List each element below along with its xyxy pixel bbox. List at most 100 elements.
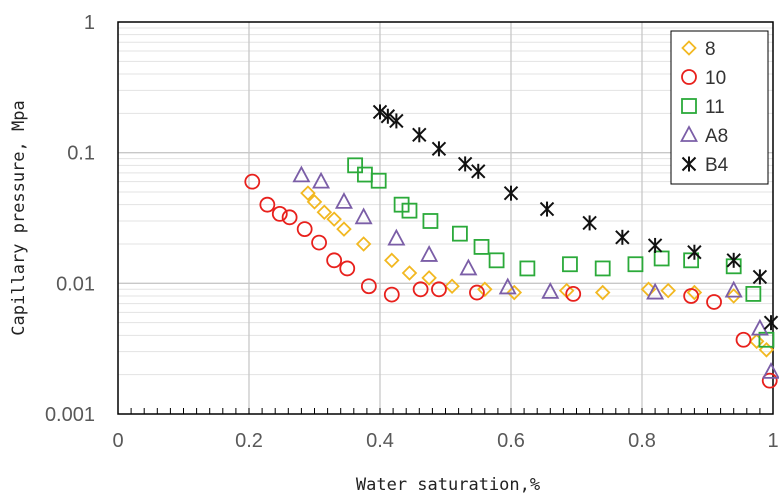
data-point-10: [412, 281, 429, 298]
legend-marker-A8: [679, 125, 699, 142]
data-point-A8: [459, 258, 478, 276]
x-tick-label: 1: [767, 430, 778, 452]
data-point-A8: [387, 228, 406, 246]
x-tick-labels: 0 0.2 0.4 0.6 0.8 1: [112, 430, 778, 452]
legend-marker-11: [681, 98, 697, 114]
legend-marker-10: [681, 69, 697, 85]
series-A8: [292, 165, 779, 379]
data-point-8: [300, 185, 316, 201]
data-point-A8: [312, 171, 331, 189]
data-point-11: [745, 286, 762, 302]
data-point-A8: [541, 281, 560, 299]
data-point-B4: [431, 141, 447, 157]
data-point-B4: [457, 156, 473, 172]
data-point-A8: [646, 282, 665, 300]
x-tick-label: 0.6: [497, 430, 525, 452]
data-point-B4: [615, 229, 630, 245]
data-point-8: [326, 211, 342, 227]
data-point-10: [469, 284, 485, 301]
x-tick-label: 0.4: [366, 430, 394, 452]
data-point-10: [281, 209, 298, 226]
data-point-B4: [647, 237, 663, 253]
data-point-8: [660, 282, 676, 299]
data-point-11: [562, 256, 578, 273]
data-point-B4: [752, 269, 768, 285]
series-11: [347, 157, 775, 348]
data-point-8: [506, 284, 523, 301]
x-axis-title: Water saturation,%: [356, 475, 540, 495]
data-point-A8: [498, 277, 517, 295]
data-point-8: [384, 252, 400, 269]
data-point-B4: [389, 113, 404, 129]
data-point-8: [686, 284, 703, 301]
data-point-11: [422, 213, 439, 229]
data-point-11: [401, 202, 418, 219]
data-point-8: [421, 270, 437, 286]
data-point-B4: [471, 163, 486, 179]
data-point-10: [311, 234, 327, 251]
data-point-10: [735, 331, 752, 348]
major-gridlines: [118, 22, 773, 414]
data-point-B4: [539, 201, 555, 217]
legend-label-B4: B4: [705, 155, 729, 176]
legend-label-8: 8: [705, 39, 716, 60]
data-point-B4: [726, 252, 741, 268]
legend-label-11: 11: [705, 97, 725, 118]
data-point-A8: [292, 165, 311, 183]
series-B4: [372, 104, 779, 331]
data-point-11: [452, 225, 468, 242]
data-point-B4: [503, 185, 519, 201]
legend-marker-B4: [681, 156, 697, 172]
data-point-A8: [420, 245, 439, 262]
data-point-A8: [334, 191, 353, 209]
data-point-B4: [372, 104, 388, 120]
data-point-8: [594, 284, 611, 301]
data-point-8: [444, 278, 460, 295]
data-point-11: [683, 252, 700, 269]
series-layer: [244, 104, 779, 389]
data-point-10: [706, 294, 722, 310]
legend-items: 8 10 11 A8 B4: [679, 39, 729, 176]
data-point-B4: [763, 315, 779, 331]
data-point-A8: [750, 318, 769, 336]
data-point-11: [488, 252, 505, 269]
data-point-B4: [412, 127, 427, 143]
data-point-10: [259, 196, 276, 213]
x-tick-label: 0.8: [628, 430, 656, 452]
legend: 8 10 11 A8 B4: [670, 30, 769, 185]
y-tick-label: 1: [84, 12, 95, 34]
data-point-10: [339, 260, 356, 277]
data-point-10: [683, 288, 700, 304]
data-point-B4: [687, 244, 702, 260]
x-tick-label: 0.2: [235, 430, 263, 452]
data-point-11: [519, 260, 536, 277]
data-point-A8: [724, 280, 743, 298]
legend-box: [670, 30, 769, 185]
data-point-8: [748, 333, 765, 350]
data-point-8: [316, 204, 333, 221]
data-point-B4: [380, 108, 396, 124]
data-point-10: [326, 252, 343, 269]
y-tick-label: 0.1: [67, 143, 95, 165]
legend-label-10: 10: [705, 68, 726, 89]
data-point-8: [401, 265, 418, 281]
data-point-10: [761, 372, 778, 389]
data-point-11: [473, 239, 490, 255]
data-point-A8: [354, 207, 373, 225]
series-10: [244, 173, 778, 389]
data-point-10: [296, 221, 313, 238]
x-minor-ticks: [117, 408, 774, 414]
legend-label-A8: A8: [705, 126, 728, 147]
y-tick-labels: 0.001 0.01 0.1 1: [45, 12, 95, 426]
y-tick-label: 0.001: [45, 404, 95, 426]
data-point-A8: [762, 361, 779, 379]
data-point-8: [725, 288, 742, 304]
data-point-10: [360, 278, 377, 295]
data-point-11: [347, 157, 364, 174]
y-tick-label: 0.01: [56, 273, 95, 295]
data-point-8: [336, 221, 352, 237]
data-point-8: [355, 236, 372, 252]
data-point-10: [565, 286, 582, 302]
